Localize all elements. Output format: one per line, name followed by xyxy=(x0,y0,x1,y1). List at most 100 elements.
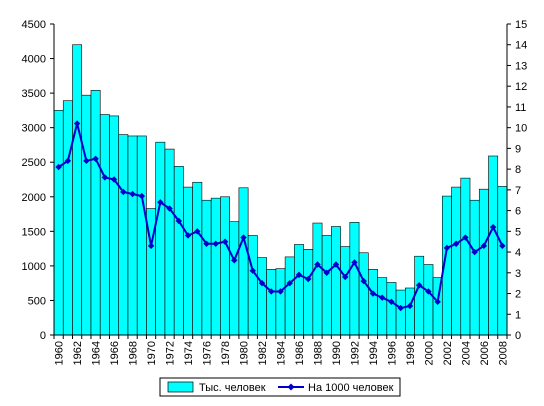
line-point-1968 xyxy=(129,190,136,198)
bar-2004 xyxy=(460,177,471,336)
bar-1998 xyxy=(405,287,415,336)
line-point-1984 xyxy=(277,288,284,295)
line-series xyxy=(55,120,506,312)
x-tick-label: 1998 xyxy=(405,341,417,365)
line-point-2004 xyxy=(462,234,469,241)
line-point-1974 xyxy=(184,232,192,239)
x-axis-ticks: 1960 1962 1964 1966 1968 1970 1972 1974 1976 1978… xyxy=(53,335,509,365)
line-point-1981 xyxy=(249,267,256,274)
bar-1965 xyxy=(99,114,110,336)
bar-1975 xyxy=(192,181,203,336)
right-tick-label: 1 xyxy=(515,309,521,321)
bar-1980 xyxy=(238,187,249,336)
line-point-1965 xyxy=(101,174,109,181)
line-point-1999 xyxy=(415,282,423,289)
right-tick-label: 13 xyxy=(515,60,527,72)
left-axis-ticks: 0 500 1000 1500 2000 2500 3000 3500 4000 4500 xyxy=(22,19,54,342)
bar-1995 xyxy=(377,277,388,336)
legend-bar-label: Тыс. человек xyxy=(199,382,266,394)
x-tick-label: 1966 xyxy=(109,341,121,365)
bar-2008 xyxy=(497,186,508,336)
bar-1988 xyxy=(312,222,323,336)
right-tick-label: 7 xyxy=(515,185,521,197)
right-tick-label: 3 xyxy=(515,268,521,280)
bar-1982 xyxy=(257,257,267,336)
right-tick-label: 5 xyxy=(515,226,521,238)
line-point-1997 xyxy=(397,304,404,312)
line-point-1964 xyxy=(92,155,99,162)
line-point-1986 xyxy=(295,271,303,279)
bar-1992 xyxy=(349,222,360,336)
x-tick-label: 1960 xyxy=(54,341,66,365)
bar-1986 xyxy=(294,244,304,336)
legend-line-marker xyxy=(287,383,295,391)
x-tick-label: 1970 xyxy=(146,341,158,365)
bar-1964 xyxy=(90,90,101,336)
x-tick-label: 2002 xyxy=(442,341,454,365)
legend-line-label: На 1000 человек xyxy=(308,382,394,394)
line-point-1971 xyxy=(157,199,164,206)
line-point-2007 xyxy=(489,223,497,231)
line-point-2001 xyxy=(434,298,441,306)
x-tick-label: 1962 xyxy=(72,341,84,365)
left-tick-label: 1000 xyxy=(22,261,46,273)
bar-1979 xyxy=(229,221,240,336)
right-tick-label: 6 xyxy=(515,206,521,218)
bar-2000 xyxy=(423,264,434,336)
line-point-1985 xyxy=(286,279,293,287)
bar-1969 xyxy=(136,135,147,336)
line-point-1962 xyxy=(73,120,81,127)
bar-1987 xyxy=(303,249,314,336)
x-tick-label: 1984 xyxy=(276,341,288,365)
line-point-1979 xyxy=(231,257,238,264)
bar-1967 xyxy=(118,134,129,336)
line-point-1995 xyxy=(378,294,386,301)
line-point-1989 xyxy=(323,269,330,276)
line-point-1969 xyxy=(138,192,146,200)
line-point-1976 xyxy=(203,240,210,247)
right-tick-label: 8 xyxy=(515,164,521,176)
line-point-1966 xyxy=(110,176,118,183)
axes xyxy=(53,24,508,336)
line-point-1961 xyxy=(64,157,72,165)
line-point-1996 xyxy=(388,298,395,306)
line-point-1975 xyxy=(194,228,201,235)
line-point-1972 xyxy=(166,205,173,212)
bar-2006 xyxy=(478,188,489,336)
line-point-2008 xyxy=(499,242,506,250)
line-point-1994 xyxy=(369,290,377,297)
left-tick-label: 1500 xyxy=(22,226,46,238)
line-point-1982 xyxy=(258,279,266,287)
line-point-1967 xyxy=(120,188,127,196)
line-point-2002 xyxy=(443,244,451,252)
bar-1997 xyxy=(395,289,406,336)
line-point-2003 xyxy=(452,240,460,247)
right-tick-label: 2 xyxy=(515,289,521,301)
x-tick-label: 2008 xyxy=(497,341,509,365)
bar-2007 xyxy=(488,155,499,336)
bar-1983 xyxy=(266,269,277,336)
bar-1962 xyxy=(72,44,83,336)
line-point-1993 xyxy=(360,277,367,285)
x-tick-label: 2004 xyxy=(460,341,472,365)
line-point-1998 xyxy=(406,302,414,310)
bar-1978 xyxy=(220,196,230,336)
x-tick-label: 1980 xyxy=(239,341,251,365)
bar-1985 xyxy=(284,256,295,336)
bar-1963 xyxy=(81,94,92,336)
bar-1993 xyxy=(358,252,369,336)
line-point-1990 xyxy=(332,261,340,268)
right-tick-label: 11 xyxy=(515,102,526,114)
left-tick-label: 0 xyxy=(40,330,46,342)
line-point-1987 xyxy=(305,275,312,283)
bar-1984 xyxy=(275,268,286,336)
left-tick-label: 500 xyxy=(28,295,46,307)
line-point-1978 xyxy=(221,238,229,245)
bar-1974 xyxy=(183,186,193,336)
left-tick-label: 2500 xyxy=(22,157,46,169)
bar-2003 xyxy=(451,186,462,336)
bar-1976 xyxy=(201,199,212,336)
right-tick-label: 14 xyxy=(515,40,527,52)
line-point-1963 xyxy=(83,157,90,165)
